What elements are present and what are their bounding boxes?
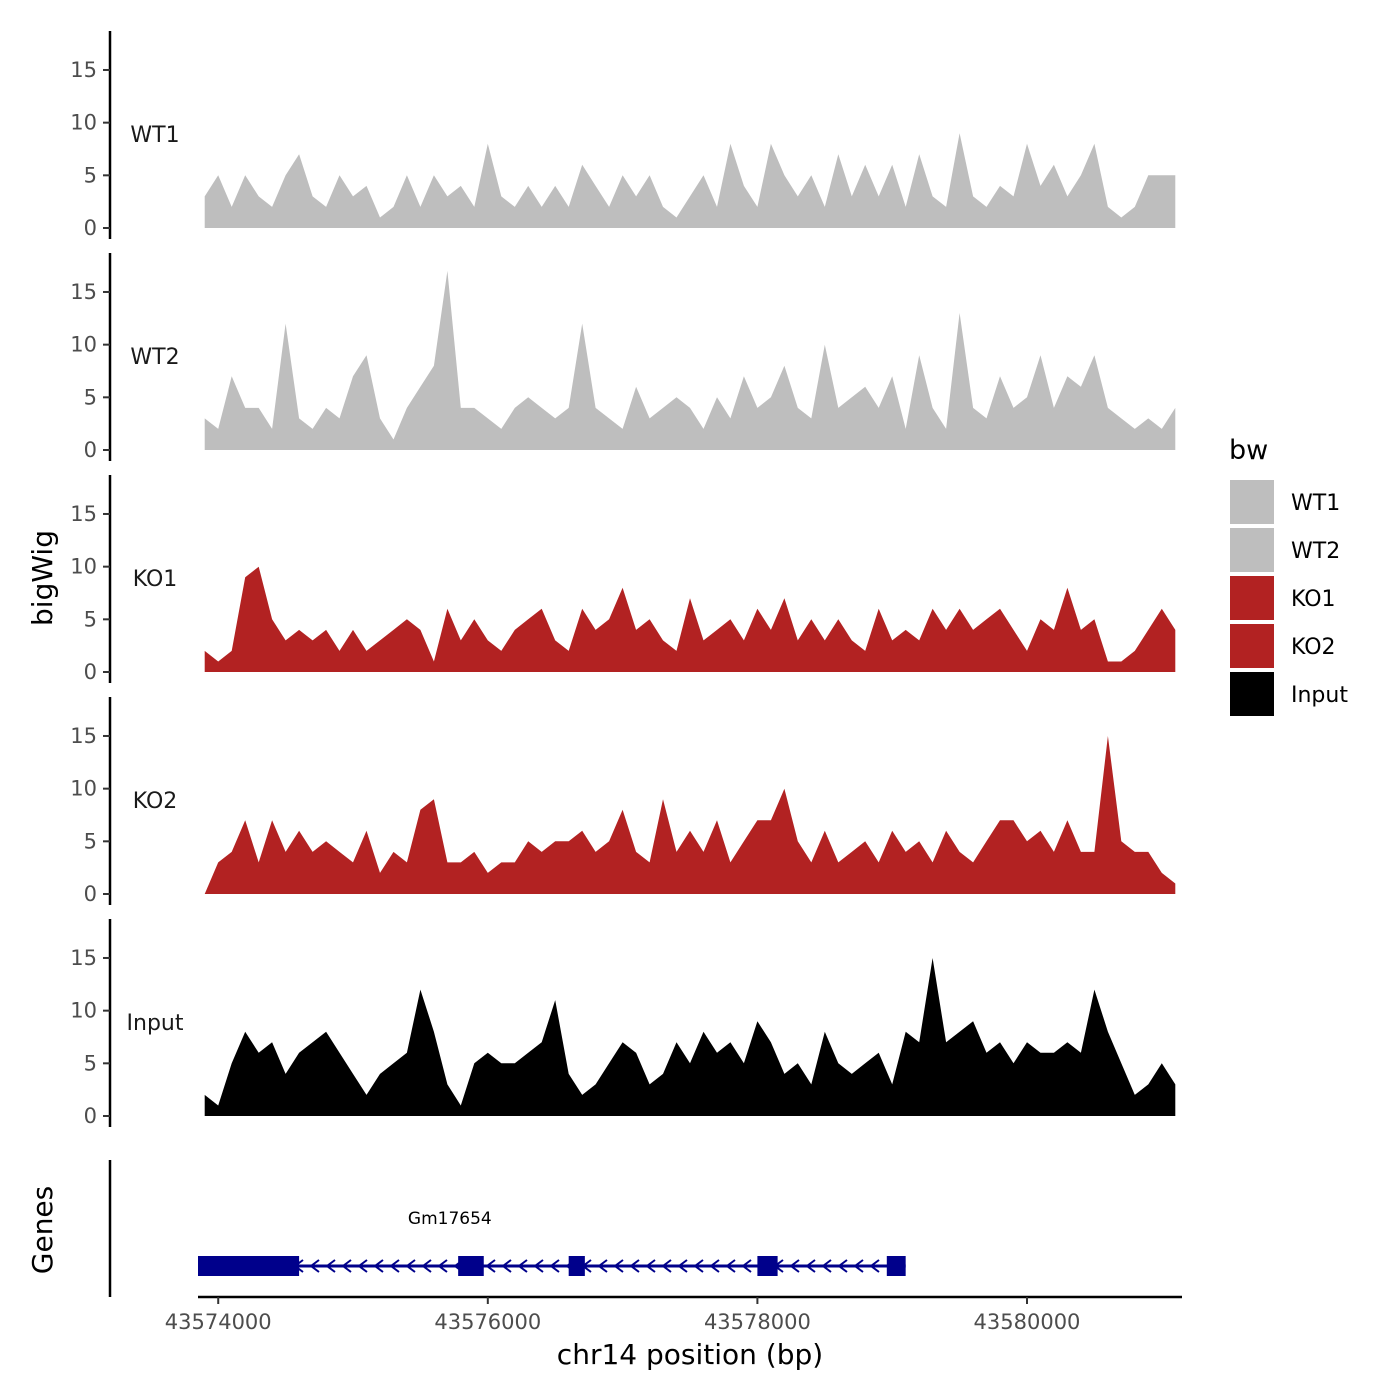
strand-arrow <box>373 1259 384 1273</box>
track-label: WT1 <box>130 123 179 148</box>
track-wt2: 0 5 10 15 WT2 <box>70 253 1176 462</box>
strand-arrow <box>533 1259 544 1273</box>
strand-arrow <box>357 1259 368 1273</box>
x-tick-label: 43578000 <box>704 1310 811 1334</box>
strand-arrow <box>661 1259 672 1273</box>
legend-label-ko1: KO1 <box>1291 587 1336 612</box>
legend: bw WT1 WT2 KO1 KO2 Input <box>1229 435 1348 716</box>
x-axis: 43574000 43576000 43578000 43580000 <box>165 1295 1182 1334</box>
strand-arrow <box>709 1259 720 1273</box>
track-ko1: 0 5 10 15 KO1 <box>70 475 1176 684</box>
legend-label-ko2: KO2 <box>1291 635 1336 660</box>
strand-arrow <box>549 1259 560 1273</box>
legend-swatch-input <box>1230 672 1274 716</box>
gene-model <box>198 1256 906 1276</box>
y-tick-label: 10 <box>70 333 97 357</box>
y-tick-label: 15 <box>70 280 97 304</box>
legend-label-input: Input <box>1291 683 1348 708</box>
x-axis-title: chr14 position (bp) <box>557 1338 823 1371</box>
y-axis-title: bigWig <box>26 530 59 626</box>
strand-arrow <box>485 1259 496 1273</box>
legend-swatch-ko2 <box>1230 624 1274 668</box>
strand-arrow <box>789 1259 800 1273</box>
strand-arrow <box>869 1259 880 1273</box>
strand-arrow <box>677 1259 688 1273</box>
y-tick-label: 5 <box>84 163 97 187</box>
strand-arrow <box>325 1259 336 1273</box>
strand-arrow <box>725 1259 736 1273</box>
strand-arrow <box>853 1259 864 1273</box>
track-wt1: 0 5 10 15 WT1 <box>70 31 1176 240</box>
strand-arrow <box>805 1259 816 1273</box>
y-tick-label: 5 <box>84 607 97 631</box>
y-tick-label: 10 <box>70 111 97 135</box>
y-tick-label: 15 <box>70 58 97 82</box>
y-tick-label: 0 <box>84 216 97 240</box>
legend-swatch-wt1 <box>1230 480 1274 524</box>
x-tick-label: 43574000 <box>165 1310 272 1334</box>
strand-arrow <box>309 1259 320 1273</box>
strand-arrow <box>517 1259 528 1273</box>
y-tick-label: 5 <box>84 829 97 853</box>
strand-arrow <box>341 1259 352 1273</box>
legend-swatch-ko1 <box>1230 576 1274 620</box>
x-tick-label: 43576000 <box>434 1310 541 1334</box>
y-tick-label: 10 <box>70 999 97 1023</box>
gene-exon <box>886 1256 906 1276</box>
strand-arrow <box>437 1259 448 1273</box>
y-tick-label: 5 <box>84 385 97 409</box>
genes-axis-title: Genes <box>26 1186 59 1274</box>
gene-name-label: Gm17654 <box>408 1209 492 1229</box>
legend-swatch-wt2 <box>1230 528 1274 572</box>
track-label: WT2 <box>130 345 179 370</box>
area-ko1 <box>204 566 1176 672</box>
area-wt1 <box>204 133 1176 228</box>
y-tick-label: 0 <box>84 1104 97 1128</box>
genes-panel: Gm17654 <box>108 1160 906 1297</box>
y-tick-label: 0 <box>84 660 97 684</box>
gene-exon <box>568 1256 585 1276</box>
gene-exon <box>198 1256 300 1276</box>
y-tick-label: 0 <box>84 438 97 462</box>
area-input <box>204 958 1176 1116</box>
y-tick-label: 5 <box>84 1051 97 1075</box>
y-tick-label: 10 <box>70 555 97 579</box>
track-label: Input <box>127 1011 184 1036</box>
track-ko2: 0 5 10 15 KO2 <box>70 697 1176 906</box>
strand-arrow <box>597 1259 608 1273</box>
track-input: 0 5 10 15 Input <box>70 919 1176 1128</box>
strand-arrow <box>693 1259 704 1273</box>
y-tick-label: 15 <box>70 946 97 970</box>
strand-arrow <box>421 1259 432 1273</box>
y-tick-label: 15 <box>70 502 97 526</box>
strand-arrow <box>389 1259 400 1273</box>
track-label: KO1 <box>133 567 178 592</box>
bigwig-tracks: 0 5 10 15 WT1 0 5 10 15 WT2 0 5 10 15 KO1 0 5 10 15 KO2 0 5 10… <box>70 31 1176 1128</box>
x-tick-label: 43580000 <box>974 1310 1081 1334</box>
strand-arrow <box>613 1259 624 1273</box>
strand-arrow <box>837 1259 848 1273</box>
gene-exon <box>757 1256 778 1276</box>
y-tick-label: 15 <box>70 724 97 748</box>
area-ko2 <box>204 736 1176 894</box>
y-tick-label: 0 <box>84 882 97 906</box>
gene-exon <box>458 1256 484 1276</box>
area-wt2 <box>204 270 1176 450</box>
strand-arrow <box>645 1259 656 1273</box>
track-label: KO2 <box>133 789 178 814</box>
legend-label-wt2: WT2 <box>1291 539 1340 564</box>
legend-label-wt1: WT1 <box>1291 491 1340 516</box>
strand-arrow <box>821 1259 832 1273</box>
strand-arrow <box>629 1259 640 1273</box>
strand-arrow <box>741 1259 752 1273</box>
strand-arrow <box>405 1259 416 1273</box>
y-tick-label: 10 <box>70 777 97 801</box>
legend-title: bw <box>1229 435 1268 466</box>
strand-arrow <box>501 1259 512 1273</box>
